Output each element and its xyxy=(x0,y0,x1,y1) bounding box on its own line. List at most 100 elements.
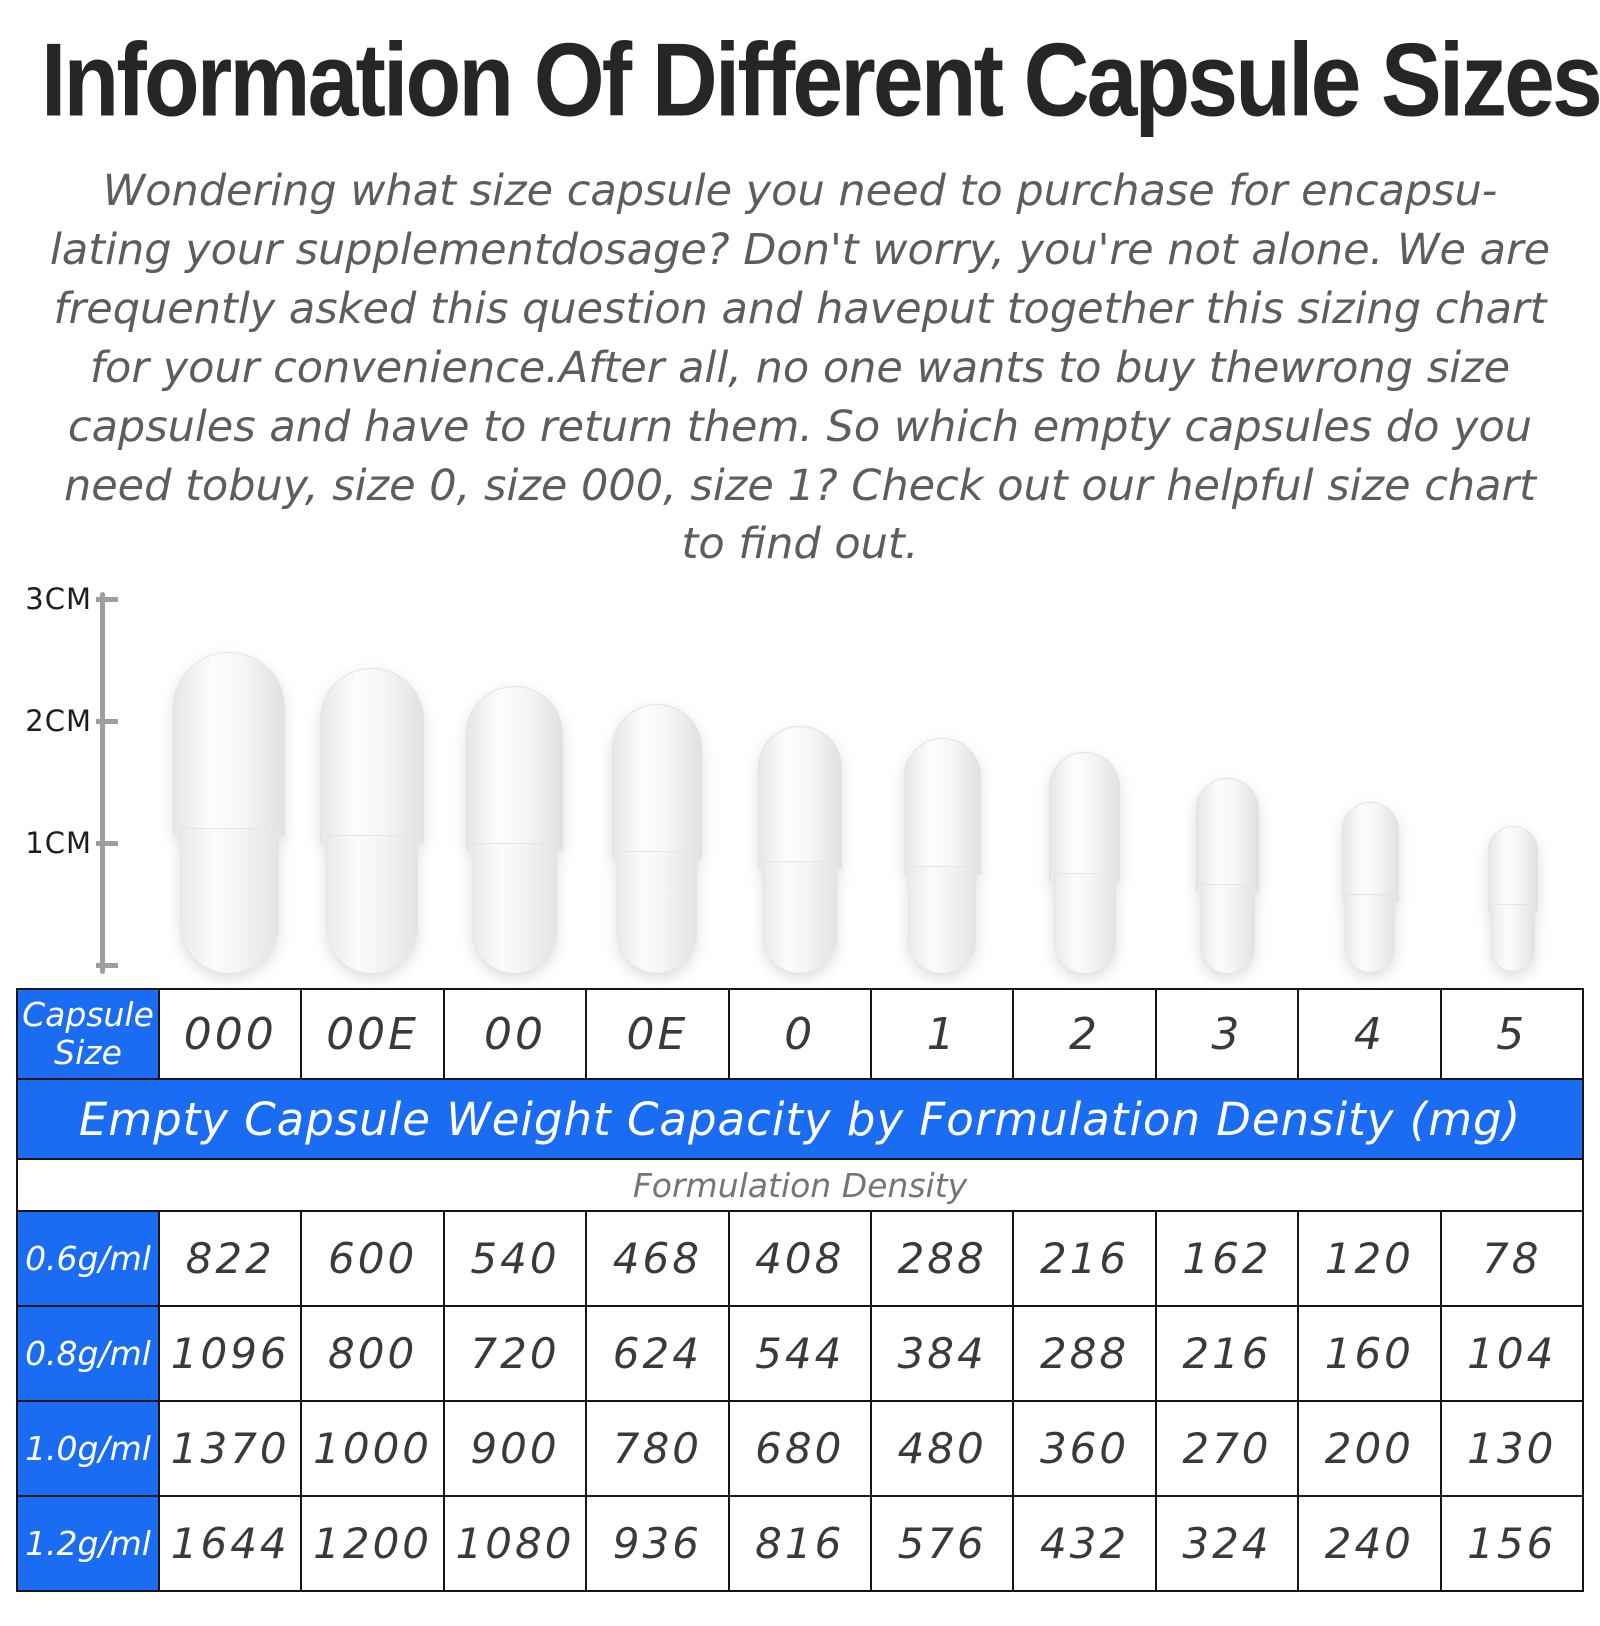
capsule-size-1 xyxy=(903,738,981,975)
capsule-body xyxy=(1053,872,1117,975)
table-row-density-1.2: 1.2g/ml 1644 1200 1080 936 816 576 432 3… xyxy=(16,1495,1585,1593)
ruler-label-2cm: 2CM xyxy=(25,704,92,739)
capsule-column-00 xyxy=(443,652,586,975)
value-1.0-00: 900 xyxy=(442,1400,588,1498)
value-1.0-00E: 1000 xyxy=(300,1400,445,1498)
ruler-tick-mark xyxy=(96,596,118,602)
capsule-body xyxy=(326,835,418,975)
capsule-cap xyxy=(1049,752,1121,881)
capsule-body xyxy=(1199,884,1256,975)
table-row-density-1.0: 1.0g/ml 1370 1000 900 780 680 480 360 27… xyxy=(16,1400,1585,1498)
capsule-cap xyxy=(319,668,424,844)
value-0.8-0E: 624 xyxy=(585,1305,730,1403)
capsule-body xyxy=(1344,894,1396,974)
value-1.2-4: 240 xyxy=(1297,1495,1442,1593)
capsule-size-00E xyxy=(319,668,424,975)
value-0.8-2: 288 xyxy=(1012,1305,1157,1403)
table-row-banner: Empty Capsule Weight Capacity by Formula… xyxy=(16,1078,1584,1161)
ruler-tick-base xyxy=(96,948,118,982)
ruler-tick-mark xyxy=(96,962,118,968)
capsule-cap xyxy=(465,686,563,852)
value-1.0-5: 130 xyxy=(1439,1400,1585,1498)
size-header-00E: 00E xyxy=(300,988,445,1081)
value-0.6-00: 540 xyxy=(442,1210,588,1308)
cm-ruler: 3CM 2CM 1CM xyxy=(6,582,156,982)
capsule-body xyxy=(471,843,558,975)
value-1.0-0: 680 xyxy=(727,1400,872,1498)
density-label-1.2: 1.2g/ml xyxy=(16,1495,160,1593)
capsule-cap xyxy=(903,738,981,875)
size-header-2: 2 xyxy=(1012,988,1157,1081)
capsule-body xyxy=(617,851,697,975)
value-0.8-00E: 800 xyxy=(300,1305,445,1403)
capsule-column-5 xyxy=(1441,652,1584,974)
capsule-lineup xyxy=(158,652,1584,975)
value-0.6-1: 288 xyxy=(869,1210,1015,1308)
value-0.8-4: 160 xyxy=(1297,1305,1442,1403)
capsule-body xyxy=(1490,904,1535,973)
capsule-cap xyxy=(757,726,842,870)
capsule-column-00E xyxy=(301,652,444,975)
value-1.2-3: 324 xyxy=(1154,1495,1300,1593)
table-row-sizes: Capsule Size 000 00E 00 0E 0 1 2 3 4 5 xyxy=(16,988,1585,1081)
value-1.2-2: 432 xyxy=(1012,1495,1157,1593)
value-1.0-1: 480 xyxy=(869,1400,1015,1498)
value-1.2-000: 1644 xyxy=(157,1495,303,1593)
capsule-column-3 xyxy=(1156,652,1299,975)
ruler-label-1cm: 1CM xyxy=(25,826,92,861)
ruler-tick-2cm: 2CM xyxy=(6,704,118,738)
ruler-tick-1cm: 1CM xyxy=(6,826,118,860)
ruler-tick-mark xyxy=(96,718,118,724)
value-0.8-0: 544 xyxy=(727,1305,872,1403)
size-header-3: 3 xyxy=(1154,988,1300,1081)
capsule-column-000 xyxy=(158,652,301,975)
value-0.6-0E: 468 xyxy=(585,1210,730,1308)
capsule-column-1 xyxy=(871,652,1014,975)
value-1.2-0E: 936 xyxy=(585,1495,730,1593)
density-label-0.6: 0.6g/ml xyxy=(16,1210,160,1308)
table-row-density-header: Formulation Density xyxy=(16,1158,1584,1213)
corner-header-capsule-size: Capsule Size xyxy=(16,988,160,1081)
capsule-column-0E xyxy=(586,652,729,975)
ruler-tick-3cm: 3CM xyxy=(6,582,118,616)
value-1.0-000: 1370 xyxy=(157,1400,303,1498)
value-1.0-4: 200 xyxy=(1297,1400,1442,1498)
value-0.6-000: 822 xyxy=(157,1210,303,1308)
value-1.0-3: 270 xyxy=(1154,1400,1300,1498)
capsule-size-visualization: 3CM 2CM 1CM xyxy=(0,582,1600,982)
density-label-0.8: 0.8g/ml xyxy=(16,1305,160,1403)
capsule-cap xyxy=(1195,778,1259,893)
capsule-size-0 xyxy=(757,726,842,975)
size-header-0: 0 xyxy=(727,988,872,1081)
capsule-size-5 xyxy=(1487,826,1538,974)
capsule-cap xyxy=(1341,802,1399,903)
value-1.2-1: 576 xyxy=(869,1495,1015,1593)
page-title: Information Of Different Capsule Sizes xyxy=(41,22,1600,139)
density-label-1.0: 1.0g/ml xyxy=(16,1400,160,1498)
capsule-size-3 xyxy=(1195,778,1259,975)
size-header-000: 000 xyxy=(157,988,303,1081)
value-1.0-2: 360 xyxy=(1012,1400,1157,1498)
capsule-size-000 xyxy=(173,652,286,975)
capsule-body xyxy=(908,866,977,975)
value-0.6-2: 216 xyxy=(1012,1210,1157,1308)
capsule-column-2 xyxy=(1014,652,1157,975)
table-row-density-0.6: 0.6g/ml 822 600 540 468 408 288 216 162 … xyxy=(16,1210,1585,1308)
value-0.6-3: 162 xyxy=(1154,1210,1300,1308)
capsule-size-table: Capsule Size 000 00E 00 0E 0 1 2 3 4 5 E… xyxy=(16,988,1585,1593)
value-0.8-5: 104 xyxy=(1439,1305,1585,1403)
capsule-size-2 xyxy=(1049,752,1121,975)
value-1.2-5: 156 xyxy=(1439,1495,1585,1593)
size-header-5: 5 xyxy=(1439,988,1585,1081)
size-header-4: 4 xyxy=(1297,988,1442,1081)
value-0.8-000: 1096 xyxy=(157,1305,303,1403)
size-header-0E: 0E xyxy=(585,988,730,1081)
value-1.2-00: 1080 xyxy=(442,1495,588,1593)
capsule-body xyxy=(762,861,837,975)
capsule-cap xyxy=(612,704,703,860)
density-header: Formulation Density xyxy=(16,1158,1584,1213)
banner-title: Empty Capsule Weight Capacity by Formula… xyxy=(16,1078,1584,1161)
capsule-size-0E xyxy=(612,704,703,975)
value-1.2-00E: 1200 xyxy=(300,1495,445,1593)
size-header-1: 1 xyxy=(869,988,1015,1081)
